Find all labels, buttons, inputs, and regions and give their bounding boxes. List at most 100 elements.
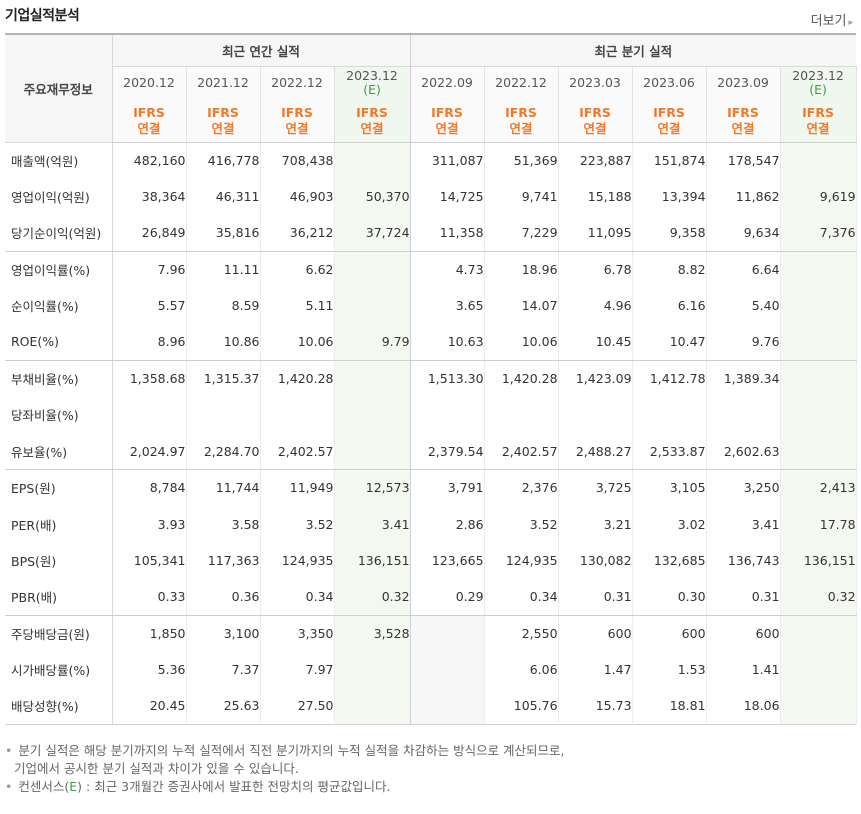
footnote-2-prefix: 컨센서스( <box>18 779 70 794</box>
table-cell: 14,725 <box>410 178 485 215</box>
period-label: 2020.12 <box>123 75 175 91</box>
row-label: 부채비율(%) <box>5 360 113 397</box>
period-header: 2021.12 <box>186 66 261 100</box>
table-cell: 46,903 <box>260 178 335 215</box>
table-cell: 7.97 <box>260 651 335 688</box>
table-cell: 0.34 <box>260 578 335 616</box>
ifrs-label: IFRS <box>133 104 165 120</box>
label-column-header: 주요재무정보 <box>5 34 113 143</box>
table-cell: 26,849 <box>112 214 187 252</box>
consolidated-label: 연결 <box>509 120 533 136</box>
table-cell <box>410 687 485 725</box>
table-cell: 124,935 <box>260 542 335 579</box>
table-cell: 9,358 <box>632 214 707 252</box>
bullet-icon: • <box>5 743 13 758</box>
ifrs-basis-header: IFRS 연결 <box>558 100 633 143</box>
table-row: EPS(원) 8,784 11,744 11,949 12,573 3,791 2,376 3… <box>5 469 857 506</box>
table-cell: 51,369 <box>484 142 559 179</box>
table-cell: 3.41 <box>706 505 781 543</box>
table-cell: 3,250 <box>706 469 781 506</box>
period-label: 2022.12 <box>495 75 547 91</box>
table-cell: 11.11 <box>186 251 261 288</box>
table-cell: 11,095 <box>558 214 633 252</box>
table-cell: 11,358 <box>410 214 485 252</box>
consolidated-label: 연결 <box>285 120 309 136</box>
section-title: 기업실적분석 <box>5 8 80 24</box>
more-link[interactable]: 더보기 ▸ <box>811 10 853 29</box>
period-label: 2023.03 <box>569 75 621 91</box>
table-cell: 223,887 <box>558 142 633 179</box>
table-cell: 1,420.28 <box>260 360 335 397</box>
table-cell: 46,311 <box>186 178 261 215</box>
period-header: 2022.12 <box>484 66 559 100</box>
table-cell: 600 <box>558 615 633 652</box>
table-cell: 136,151 <box>780 542 857 579</box>
row-label: EPS(원) <box>5 469 113 506</box>
table-cell <box>780 651 857 688</box>
table-row: 당기순이익(억원) 26,849 35,816 36,212 37,724 11,358 7… <box>5 214 857 252</box>
table-cell: 2,533.87 <box>632 433 707 471</box>
table-cell: 6.64 <box>706 251 781 288</box>
table-cell: 2,379.54 <box>410 433 485 471</box>
period-header: 2023.12 (E) <box>780 66 857 100</box>
table-cell: 13,394 <box>632 178 707 215</box>
ifrs-label: IFRS <box>579 104 611 120</box>
consolidated-label: 연결 <box>583 120 607 136</box>
ifrs-basis-header: IFRS 연결 <box>632 100 707 143</box>
table-cell: 18.06 <box>706 687 781 725</box>
footnote-1: • 분기 실적은 해당 분기까지의 누적 실적에서 직전 분기까지의 누적 실적… <box>5 742 856 760</box>
table-cell: 1,412.78 <box>632 360 707 397</box>
row-label: 영업이익률(%) <box>5 251 113 288</box>
period-header: 2023.09 <box>706 66 781 100</box>
table-cell: 151,874 <box>632 142 707 179</box>
table-cell: 105.76 <box>484 687 559 725</box>
table-cell: 10.63 <box>410 323 485 361</box>
table-cell: 3.52 <box>260 505 335 543</box>
table-cell <box>780 287 857 324</box>
table-cell <box>780 687 857 725</box>
table-cell <box>260 396 335 434</box>
table-cell: 2,402.57 <box>260 433 335 471</box>
ifrs-label: IFRS <box>653 104 685 120</box>
footnote-2: • 컨센서스(E) : 최근 3개월간 증권사에서 발표한 전망치의 평균값입니… <box>5 778 856 796</box>
table-cell: 3,100 <box>186 615 261 652</box>
table-cell: 0.32 <box>780 578 857 616</box>
table-cell: 3.02 <box>632 505 707 543</box>
period-label: 2021.12 <box>197 75 249 91</box>
table-cell: 10.06 <box>484 323 559 361</box>
table-cell <box>706 396 781 434</box>
table-cell: 7.96 <box>112 251 187 288</box>
row-label: 배당성향(%) <box>5 687 113 725</box>
table-row: 영업이익(억원) 38,364 46,311 46,903 50,370 14,725 9,… <box>5 178 857 215</box>
table-cell: 17.78 <box>780 505 857 543</box>
table-cell: 3.58 <box>186 505 261 543</box>
table-cell: 178,547 <box>706 142 781 179</box>
table-row: 부채비율(%) 1,358.68 1,315.37 1,420.28 1,513.30 1… <box>5 360 857 397</box>
table-cell: 11,949 <box>260 469 335 506</box>
footnote-1-cont-text: 기업에서 공시한 분기 실적과 차이가 있을 수 있습니다. <box>14 761 299 776</box>
ifrs-label: IFRS <box>505 104 537 120</box>
period-header: 2022.09 <box>410 66 485 100</box>
ifrs-basis-header: IFRS 연결 <box>780 100 857 143</box>
period-header: 2023.12 (E) <box>334 66 411 100</box>
table-cell: 15,188 <box>558 178 633 215</box>
period-header: 2023.03 <box>558 66 633 100</box>
more-label[interactable]: 더보기 <box>810 14 847 29</box>
table-row: PBR(배) 0.33 0.36 0.34 0.32 0.29 0.34 0.31 0.30 0.… <box>5 578 857 616</box>
estimate-mark: (E) <box>809 82 827 98</box>
table-cell: 0.33 <box>112 578 187 616</box>
row-label: PBR(배) <box>5 578 113 616</box>
period-label: 2023.12 <box>792 68 844 84</box>
table-cell: 14.07 <box>484 287 559 324</box>
table-cell: 18.96 <box>484 251 559 288</box>
table-cell: 117,363 <box>186 542 261 579</box>
table-cell: 9.79 <box>334 323 411 361</box>
table-cell: 3,350 <box>260 615 335 652</box>
table-cell: 1.53 <box>632 651 707 688</box>
table-row: ROE(%) 8.96 10.86 10.06 9.79 10.63 10.06 10.45 1… <box>5 323 857 361</box>
consolidated-label: 연결 <box>806 120 830 136</box>
table-row: 유보율(%) 2,024.97 2,284.70 2,402.57 2,379.54 2,… <box>5 433 857 471</box>
table-cell: 10.86 <box>186 323 261 361</box>
table-cell <box>334 251 411 288</box>
ifrs-label: IFRS <box>207 104 239 120</box>
